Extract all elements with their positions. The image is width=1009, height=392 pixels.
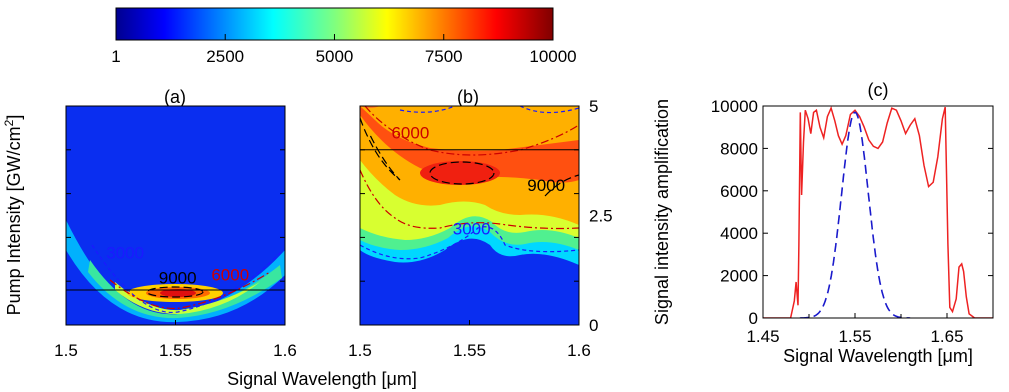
panel-b-label: (b) xyxy=(457,87,479,107)
x-tick-label: 1.55 xyxy=(159,341,192,360)
panel-a-label: (a) xyxy=(164,87,186,107)
series-solid-line xyxy=(763,106,993,318)
y-tick-label: 0 xyxy=(589,316,598,335)
panel-c-ylabel: Signal intensity amplification xyxy=(652,99,672,325)
contour-label: 6000 xyxy=(391,123,429,142)
panel-a-ylabel: Pump Intensity [GW/cm2] xyxy=(2,115,24,316)
y-tick-label: 10000 xyxy=(711,97,758,116)
x-tick-label: 1.55 xyxy=(453,341,486,360)
panel-c-plot-area xyxy=(763,106,993,318)
x-tick-label: 1.6 xyxy=(273,341,297,360)
colorbar-tick-label: 1 xyxy=(111,47,120,66)
panel-a-heatmap xyxy=(66,106,285,325)
panel-a-xlabel: Signal Wavelength [μm] xyxy=(227,369,417,389)
panel-c-label: (c) xyxy=(868,80,889,100)
colorbar-tick-label: 10000 xyxy=(529,47,576,66)
x-tick-label: 1.55 xyxy=(838,327,871,346)
panel-b-axes: 1.5 1.55 1.6 0 2.5 5 xyxy=(348,97,612,360)
panel-b-heatmap xyxy=(360,106,579,325)
colorbar-tick-label: 2500 xyxy=(206,47,244,66)
contour-label: 9000 xyxy=(527,176,565,195)
x-tick-label: 1.5 xyxy=(54,341,78,360)
contour-label: 3000 xyxy=(453,220,491,239)
panel-a-ylabel-superscript: 2 xyxy=(2,119,16,126)
panel-c: (c) 1.45 1.55 1.65 0 2000 4000 6000 8000 10000 S… xyxy=(652,80,994,366)
x-tick-label: 1.5 xyxy=(348,341,372,360)
x-tick-label: 1.45 xyxy=(746,327,779,346)
panel-c-axes: 1.45 1.55 1.65 0 2000 4000 6000 8000 10000 xyxy=(711,97,993,346)
contour-label: 9000 xyxy=(159,269,197,288)
panel-a-axes: 1.5 1.55 1.6 xyxy=(54,105,297,360)
contour-label: 3000 xyxy=(106,244,144,263)
series-dashed-line xyxy=(799,111,911,318)
panel-b-contour-labels: 6000 9000 3000 xyxy=(391,123,565,238)
colorbar-tick-label: 5000 xyxy=(316,47,354,66)
y-tick-label: 8000 xyxy=(720,139,758,158)
y-tick-label: 6000 xyxy=(720,182,758,201)
y-tick-label: 4000 xyxy=(720,224,758,243)
colorbar-ticks: 1 2500 5000 7500 10000 xyxy=(111,34,577,66)
x-tick-label: 1.6 xyxy=(567,341,591,360)
contour-label: 6000 xyxy=(211,266,249,285)
panel-a: (a) 1.5 1.55 1.6 3000 9000 6000 Signal Wavel… xyxy=(2,87,417,389)
panel-b: (b) 1.5 1.55 1.6 0 2.5 5 6000 9000 3000 xyxy=(348,87,612,360)
colorbar-tick-label: 7500 xyxy=(425,47,463,66)
y-tick-label: 0 xyxy=(749,309,758,328)
y-tick-label: 5 xyxy=(589,97,598,116)
colorbar: 1 2500 5000 7500 10000 xyxy=(111,7,577,66)
y-tick-label: 2.5 xyxy=(589,207,613,226)
x-tick-label: 1.65 xyxy=(930,327,963,346)
panel-a-contour-labels: 3000 9000 6000 xyxy=(106,244,249,288)
panel-c-xlabel: Signal Wavelength [μm] xyxy=(783,346,973,366)
y-tick-label: 2000 xyxy=(720,267,758,286)
